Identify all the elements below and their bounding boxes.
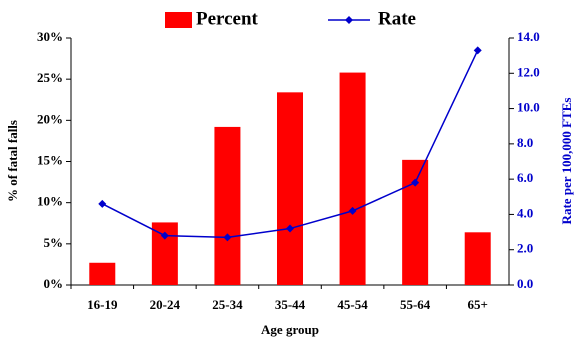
y2-tick-label: 6.0 [517,170,533,185]
line-marker [348,206,357,215]
bar [464,232,491,285]
x-tick-label: 45-54 [337,297,368,312]
line-marker [286,224,294,233]
y-tick-label: 10% [37,194,63,209]
line-marker [160,231,169,240]
x-tick-label: 35-44 [275,297,306,312]
legend-marker [345,16,353,24]
bar [339,72,366,285]
x-tick-label: 55-64 [400,297,431,312]
y2-tick-label: 10.0 [517,100,540,115]
y-tick-label: 20% [37,111,63,126]
y-tick-label: 25% [37,70,63,85]
bar [214,126,241,285]
y2-tick-label: 2.0 [517,241,533,256]
y2-tick-label: 4.0 [517,205,533,220]
x-tick-label: 16-19 [87,297,118,312]
line-marker [98,199,107,208]
bar [89,262,116,285]
x-tick-label: 25-34 [212,297,243,312]
y-axis-title: % of fatal falls [5,120,20,202]
y2-axis-title: Rate per 100,000 FTEs [559,98,574,225]
bar [277,92,303,285]
y-tick-label: 0% [44,276,64,291]
y2-tick-label: 14.0 [517,29,540,44]
line-marker [411,178,420,187]
y-tick-label: 5% [44,235,64,250]
line-marker [223,233,232,242]
y2-tick-label: 12.0 [517,64,540,79]
x-axis-title: Age group [261,322,319,337]
y2-tick-label: 0.0 [517,276,533,291]
legend-label: Rate [378,8,416,29]
line-marker [473,46,482,55]
x-tick-label: 65+ [468,297,488,312]
y-tick-label: 30% [37,29,63,44]
x-tick-label: 20-24 [150,297,181,312]
legend-label: Percent [196,8,259,29]
bar [402,159,429,285]
legend-swatch [165,12,192,28]
y2-tick-label: 8.0 [517,135,533,150]
y-tick-label: 15% [37,152,63,167]
